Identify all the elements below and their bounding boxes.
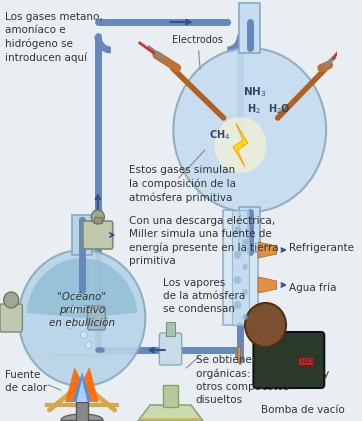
FancyBboxPatch shape <box>83 221 113 249</box>
Text: NH$_3$: NH$_3$ <box>243 85 266 99</box>
FancyBboxPatch shape <box>253 332 324 388</box>
Bar <box>72 215 92 255</box>
FancyBboxPatch shape <box>159 333 182 365</box>
Text: Bomba de vacío: Bomba de vacío <box>261 405 345 415</box>
Circle shape <box>214 117 266 173</box>
Circle shape <box>234 226 241 234</box>
Bar <box>94 217 102 223</box>
Wedge shape <box>26 258 138 318</box>
Polygon shape <box>138 405 203 421</box>
Polygon shape <box>76 380 88 402</box>
Circle shape <box>234 276 241 284</box>
Text: "Océano"
primitivo
en ebullición: "Océano" primitivo en ebullición <box>49 292 115 328</box>
Circle shape <box>245 303 286 347</box>
Circle shape <box>234 301 241 309</box>
Circle shape <box>71 306 78 314</box>
Circle shape <box>18 250 146 386</box>
Ellipse shape <box>61 414 103 421</box>
Bar <box>240 207 260 252</box>
Text: Con una descarga eléctrica,
Miller simula una fuente de
energía presente en la t: Con una descarga eléctrica, Miller simul… <box>129 215 278 266</box>
Polygon shape <box>258 242 277 258</box>
Circle shape <box>85 341 92 349</box>
Text: H$_2$O: H$_2$O <box>268 102 291 116</box>
Circle shape <box>242 314 248 320</box>
Polygon shape <box>65 367 99 402</box>
Bar <box>232 210 249 325</box>
FancyBboxPatch shape <box>0 304 22 332</box>
Text: Se obtienen moléculas
orgánicas: aminoácidos y
otros compuestos
disueltos: Se obtienen moléculas orgánicas: aminoác… <box>196 355 329 405</box>
Polygon shape <box>140 418 201 421</box>
Polygon shape <box>258 277 277 293</box>
Text: CH$_4$: CH$_4$ <box>209 128 231 142</box>
FancyBboxPatch shape <box>88 306 105 330</box>
Circle shape <box>173 48 326 212</box>
Circle shape <box>242 289 248 295</box>
Circle shape <box>67 322 73 328</box>
Circle shape <box>91 210 104 224</box>
Circle shape <box>4 292 18 308</box>
Text: Estos gases simulan
la composición de la
atmósfera primitiva: Estos gases simulan la composición de la… <box>129 165 236 203</box>
Text: Los vapores
de la atmósfera
se condensan: Los vapores de la atmósfera se condensan <box>163 278 245 314</box>
Bar <box>163 385 178 407</box>
Text: Electrodos: Electrodos <box>172 35 223 69</box>
Text: Los gases metano,
amoníaco e
hidrógeno se
introducen aquí: Los gases metano, amoníaco e hidrógeno s… <box>5 12 102 63</box>
Circle shape <box>242 264 248 270</box>
Circle shape <box>234 251 241 259</box>
Text: Agua fría: Agua fría <box>289 283 336 293</box>
Polygon shape <box>73 372 91 402</box>
Polygon shape <box>233 123 248 167</box>
Text: Refrigerante: Refrigerante <box>289 243 354 253</box>
Bar <box>298 357 313 365</box>
Circle shape <box>81 331 87 338</box>
Bar <box>76 402 88 421</box>
Bar <box>166 322 175 336</box>
Circle shape <box>242 239 248 245</box>
Circle shape <box>90 317 96 323</box>
Bar <box>240 3 260 53</box>
Polygon shape <box>237 345 240 365</box>
Bar <box>62 420 102 421</box>
Text: H$_2$: H$_2$ <box>248 102 261 116</box>
Text: Fuente
de calor: Fuente de calor <box>5 370 47 393</box>
Bar <box>223 210 258 325</box>
